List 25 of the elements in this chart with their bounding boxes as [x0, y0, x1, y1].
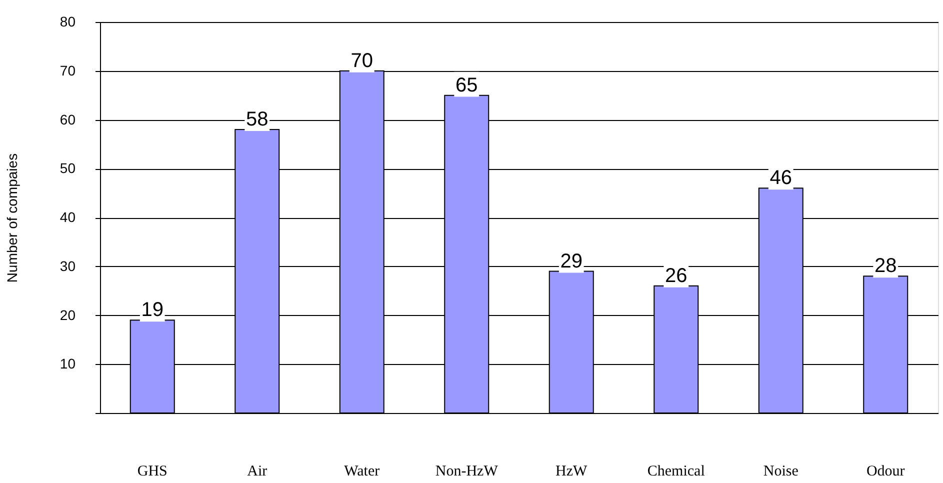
y-tick-label: 30: [60, 258, 76, 274]
y-tick-label: 80: [60, 14, 76, 30]
x-tick-label: Air: [247, 464, 268, 480]
y-tick-label: 10: [60, 356, 76, 372]
y-tick-label: 40: [60, 209, 76, 225]
x-tick-label: HzW: [556, 464, 588, 480]
data-label: 65: [456, 74, 478, 96]
x-tick-label: Chemical: [647, 464, 705, 480]
data-label: 29: [560, 250, 582, 272]
x-tick-label: Non-HzW: [435, 464, 499, 480]
x-tick-label: Noise: [763, 464, 799, 480]
data-label: 70: [350, 50, 373, 72]
y-tick-label: 60: [60, 111, 76, 128]
y-tick-label: 20: [60, 306, 76, 323]
data-label: 26: [665, 264, 688, 287]
data-label: 19: [141, 299, 164, 322]
data-label: 58: [246, 108, 268, 131]
y-tick-label: 50: [60, 160, 76, 176]
y-axis-title: Number of compaies: [4, 153, 20, 283]
x-tick-label: Odour: [866, 464, 905, 480]
x-tick-label: GHS: [137, 464, 168, 480]
x-tick-label: Water: [344, 464, 380, 480]
y-tick-label: 70: [60, 62, 76, 78]
data-label: 46: [770, 167, 792, 190]
data-label: 28: [874, 255, 897, 278]
